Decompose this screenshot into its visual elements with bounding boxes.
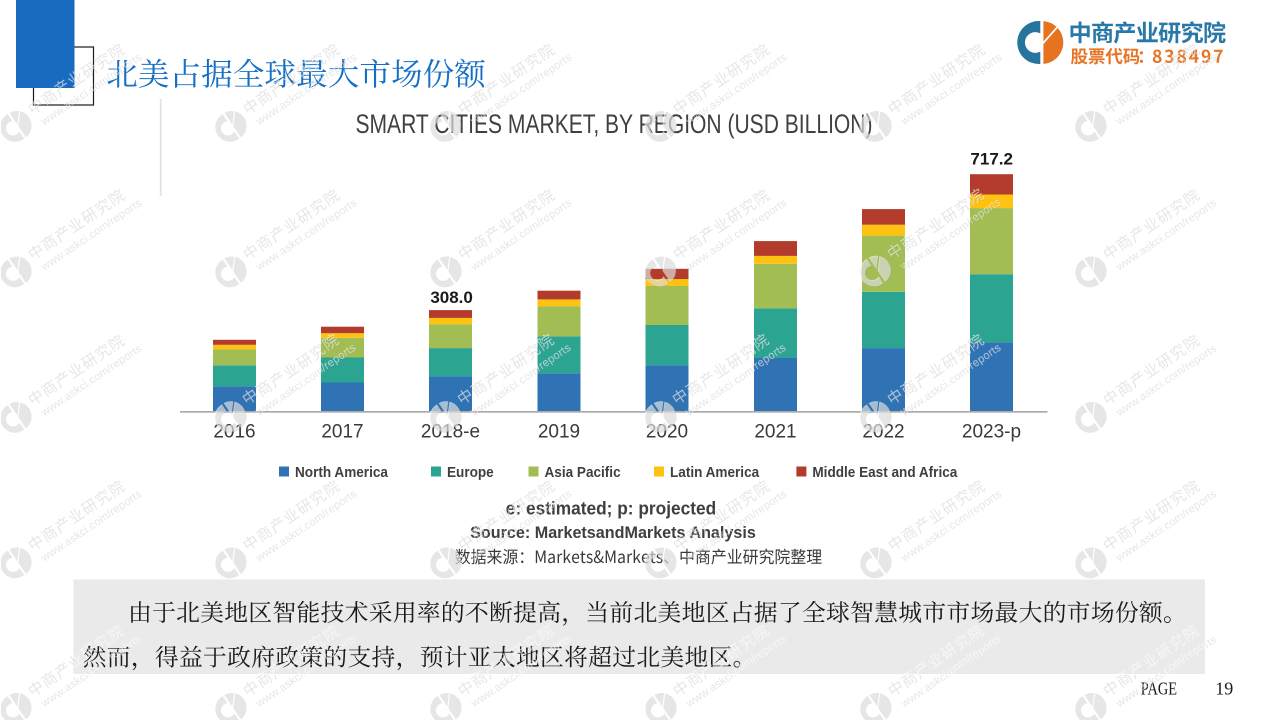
svg-text:2021: 2021 xyxy=(754,422,796,443)
svg-text:North America: North America xyxy=(295,464,388,481)
svg-text:2019: 2019 xyxy=(538,422,580,443)
svg-text:717.2: 717.2 xyxy=(970,150,1013,169)
svg-text:Europe: Europe xyxy=(447,464,494,481)
svg-text:Source: MarketsandMarkets Anal: Source: MarketsandMarkets Analysis xyxy=(470,523,756,542)
svg-text:Middle East and Africa: Middle East and Africa xyxy=(812,464,957,481)
svg-text:Asia Pacific: Asia Pacific xyxy=(545,464,621,481)
svg-text:308.0: 308.0 xyxy=(430,288,473,307)
svg-text:2017: 2017 xyxy=(321,422,363,443)
svg-text:19: 19 xyxy=(1215,679,1233,699)
svg-text:Latin America: Latin America xyxy=(670,464,759,481)
svg-text:2023-p: 2023-p xyxy=(962,422,1021,443)
